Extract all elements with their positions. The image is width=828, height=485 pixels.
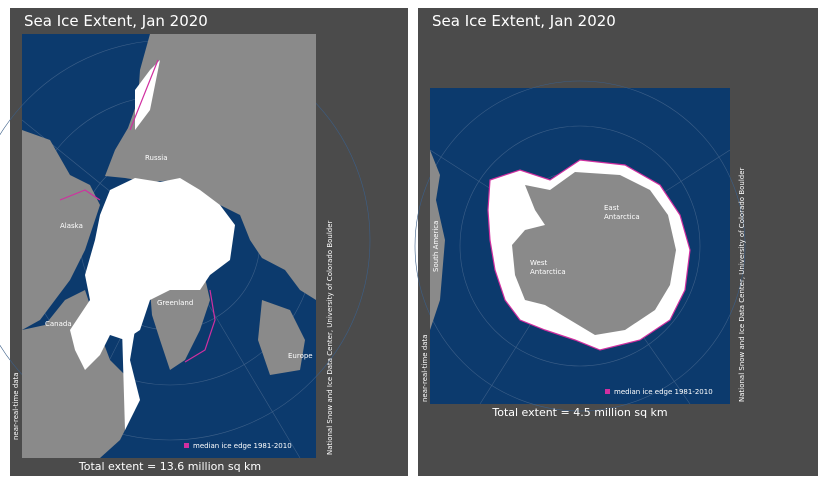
sea-ice <box>70 178 235 370</box>
region-label: Alaska <box>60 222 83 230</box>
region-label: South America <box>432 221 440 272</box>
panel-title: Sea Ice Extent, Jan 2020 <box>432 12 616 30</box>
antarctica <box>512 172 676 335</box>
region-label: Greenland <box>157 299 193 307</box>
credit: National Snow and Ice Data Center, Unive… <box>738 167 746 402</box>
land <box>22 34 316 458</box>
region-label: Antarctica <box>530 268 566 276</box>
arctic-panel: Sea Ice Extent, Jan 2020 Russia Alaska C… <box>0 8 408 476</box>
side-note: near-real-time data <box>421 334 429 402</box>
region-label: East <box>604 204 619 212</box>
median-edge <box>59 59 216 363</box>
region-label: Antarctica <box>604 213 640 221</box>
region-label: West <box>530 259 547 267</box>
land <box>430 150 445 330</box>
region-label: Canada <box>45 320 72 328</box>
total-extent: Total extent = 13.6 million sq km <box>78 460 261 473</box>
panel-title: Sea Ice Extent, Jan 2020 <box>24 12 208 30</box>
region-label: Europe <box>288 352 313 360</box>
antarctic-panel: Sea Ice Extent, Jan 2020 East Antarctica… <box>414 8 818 476</box>
legend-label: median ice edge 1981-2010 <box>614 388 713 396</box>
credit: National Snow and Ice Data Center, Unive… <box>326 220 334 455</box>
legend-swatch <box>605 389 610 394</box>
legend-swatch <box>184 443 189 448</box>
sea-ice <box>120 60 160 430</box>
side-note: near-real-time data <box>12 372 20 440</box>
region-label: Russia <box>145 154 168 162</box>
total-extent: Total extent = 4.5 million sq km <box>491 406 667 419</box>
legend-label: median ice edge 1981-2010 <box>193 442 292 450</box>
